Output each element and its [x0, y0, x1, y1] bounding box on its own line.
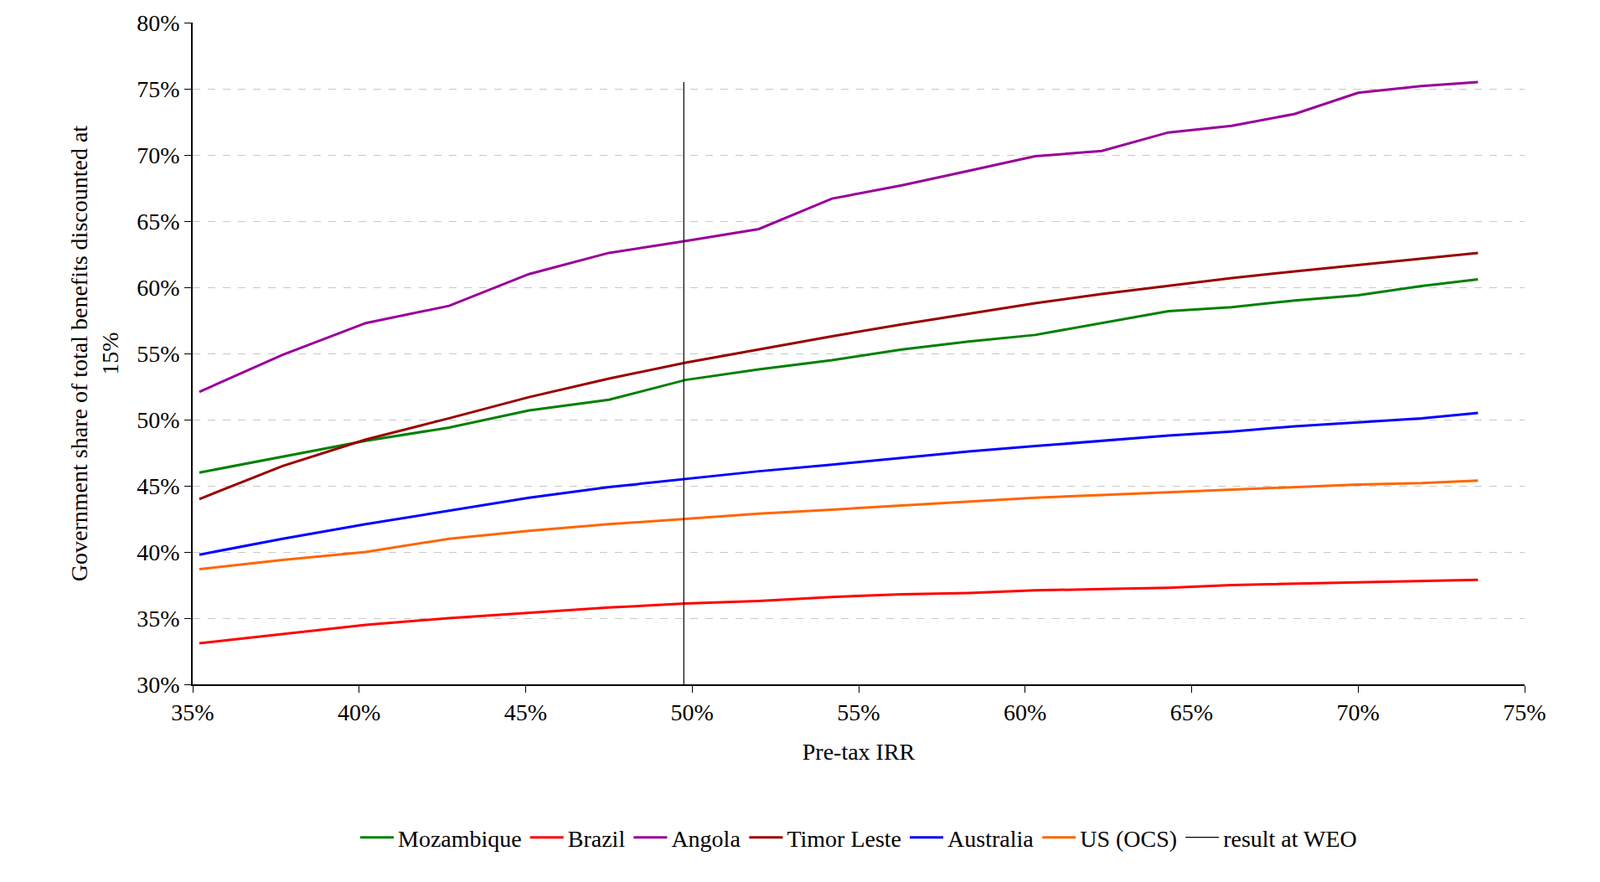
svg-text:45%: 45% — [136, 473, 180, 500]
svg-text:50%: 50% — [136, 407, 180, 434]
svg-text:Mozambique: Mozambique — [397, 825, 522, 852]
svg-text:65%: 65% — [1170, 699, 1213, 726]
svg-text:70%: 70% — [136, 142, 180, 169]
svg-text:40%: 40% — [337, 699, 381, 726]
svg-text:result at WEO: result at WEO — [1223, 825, 1358, 852]
svg-text:70%: 70% — [1336, 699, 1380, 726]
svg-text:US (OCS): US (OCS) — [1079, 825, 1177, 852]
svg-text:Australia: Australia — [947, 825, 1034, 852]
svg-text:Brazil: Brazil — [567, 825, 626, 852]
svg-text:50%: 50% — [670, 699, 714, 726]
svg-text:40%: 40% — [136, 539, 180, 566]
svg-text:35%: 35% — [136, 605, 180, 632]
svg-text:Timor Leste: Timor Leste — [786, 825, 902, 852]
svg-text:30%: 30% — [136, 671, 180, 698]
svg-text:75%: 75% — [136, 76, 180, 103]
svg-text:75%: 75% — [1502, 699, 1546, 726]
svg-text:65%: 65% — [136, 208, 180, 235]
svg-text:60%: 60% — [1003, 699, 1047, 726]
svg-text:60%: 60% — [136, 274, 180, 301]
svg-text:55%: 55% — [836, 699, 880, 726]
svg-text:Pre-tax IRR: Pre-tax IRR — [802, 738, 916, 765]
svg-text:80%: 80% — [136, 10, 180, 37]
svg-text:35%: 35% — [170, 699, 214, 726]
svg-text:Angola: Angola — [670, 825, 741, 852]
svg-text:45%: 45% — [504, 699, 548, 726]
svg-text:Government share of total bene: Government share of total benefits disco… — [66, 125, 123, 582]
svg-text:55%: 55% — [136, 340, 180, 367]
